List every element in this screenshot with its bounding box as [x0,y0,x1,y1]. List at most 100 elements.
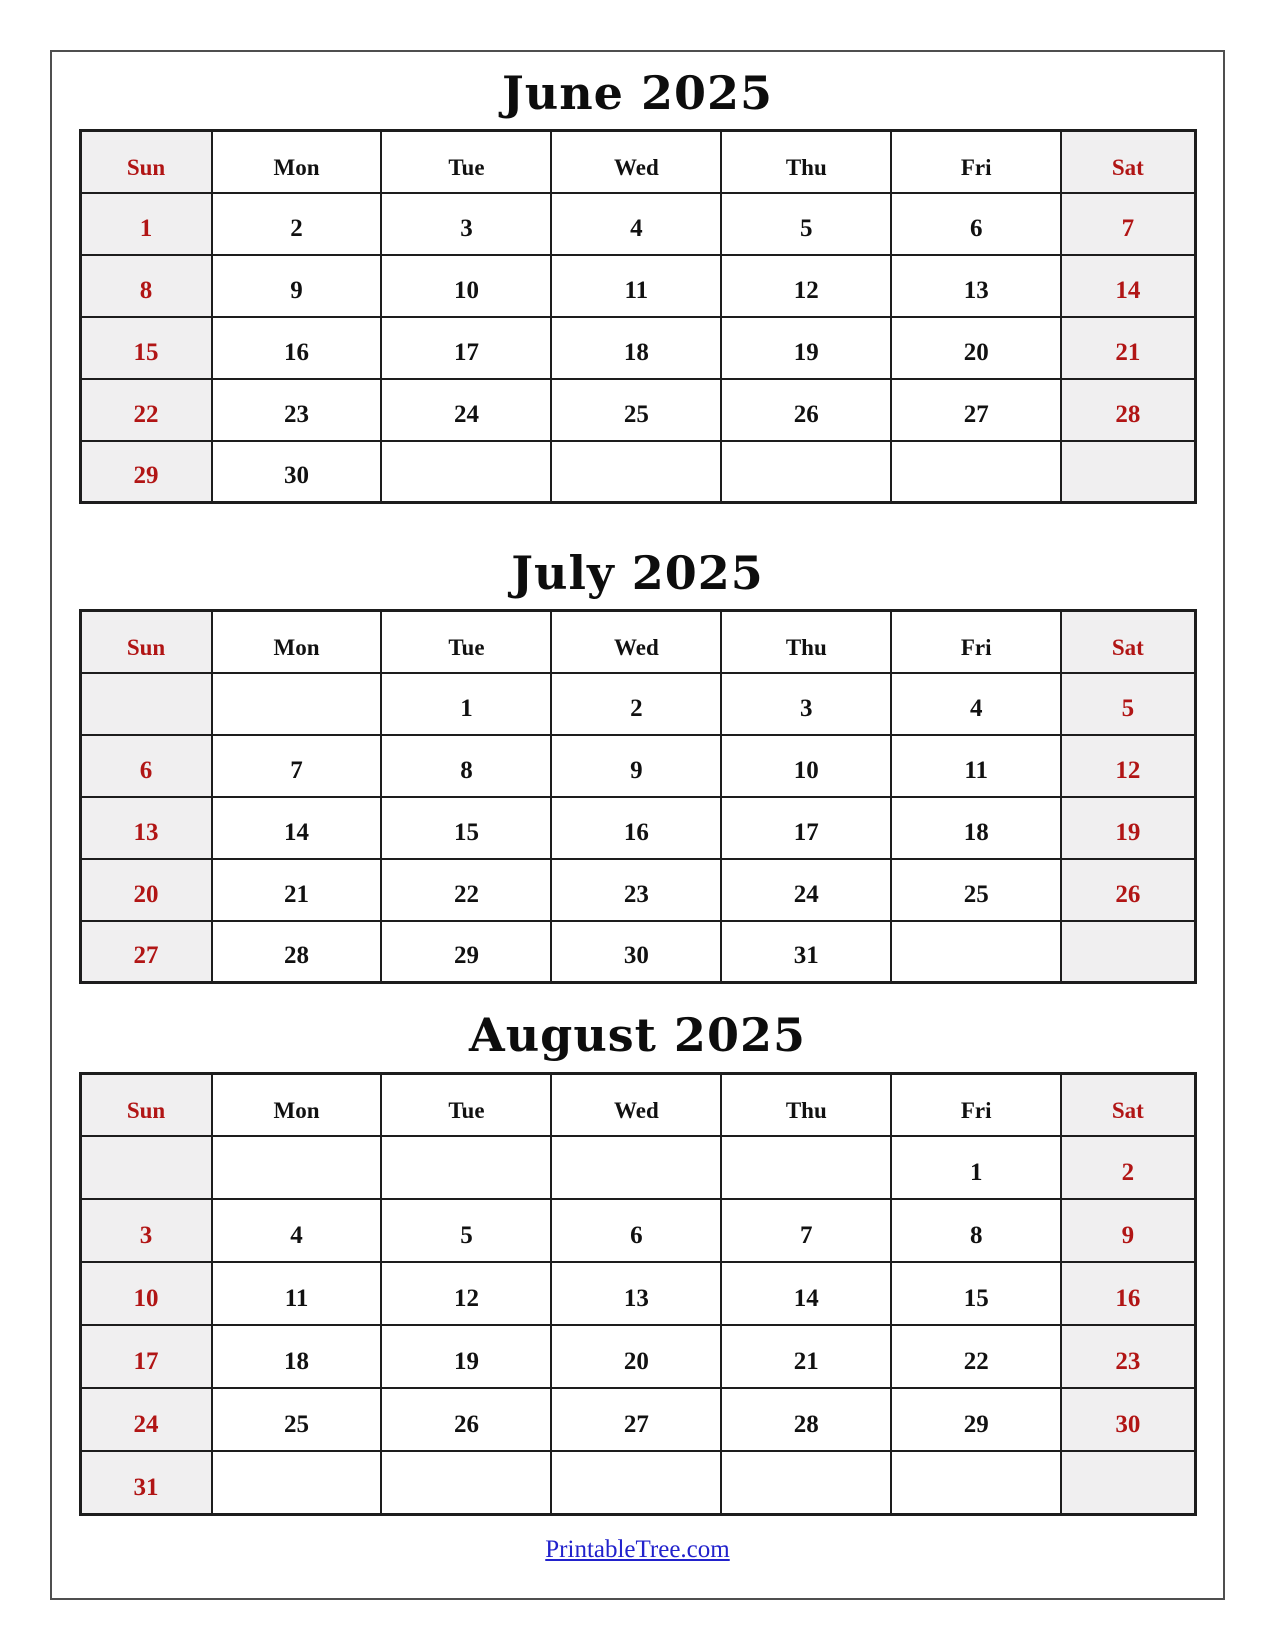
week-row: 27 28 29 30 31 [79,919,1196,984]
day-cell-empty [720,1450,893,1516]
day-cell-18: 18 [550,315,723,380]
day-cell-26: 26 [1060,857,1196,922]
day-cell-1: 1 [890,1135,1063,1201]
day-cell-empty [1060,919,1196,984]
calendar-table-july: Sun Mon Tue Wed Thu Fri Sat 1 2 3 4 5 6 7 8 9 10 11 12 13 14… [78,609,1197,985]
day-header-thu: Thu [720,1072,893,1138]
month-title-august: August 2025 [469,1008,806,1063]
day-header-mon: Mon [210,609,383,674]
day-header-row: Sun Mon Tue Wed Thu Fri Sat [79,1072,1196,1138]
day-cell-24: 24 [79,1387,213,1453]
day-cell-14: 14 [210,795,383,860]
day-cell-9: 9 [550,733,723,798]
day-cell-21: 21 [210,857,383,922]
day-cell-3: 3 [79,1198,213,1264]
day-cell-28: 28 [720,1387,893,1453]
day-header-sun: Sun [79,609,213,674]
day-cell-16: 16 [210,315,383,380]
day-cell-15: 15 [890,1261,1063,1327]
day-cell-7: 7 [1060,191,1196,256]
day-cell-11: 11 [550,253,723,318]
day-cell-28: 28 [1060,377,1196,442]
day-cell-15: 15 [380,795,553,860]
day-cell-3: 3 [720,671,893,736]
day-cell-13: 13 [79,795,213,860]
day-cell-25: 25 [890,857,1063,922]
day-cell-17: 17 [380,315,553,380]
footer-link[interactable]: PrintableTree.com [545,1535,730,1563]
day-header-thu: Thu [720,609,893,674]
day-header-fri: Fri [890,609,1063,674]
day-header-sat: Sat [1060,129,1196,194]
day-cell-23: 23 [210,377,383,442]
day-cell-23: 23 [550,857,723,922]
day-cell-27: 27 [890,377,1063,442]
day-cell-12: 12 [380,1261,553,1327]
day-cell-6: 6 [550,1198,723,1264]
day-cell-2: 2 [210,191,383,256]
week-row: 29 30 [79,439,1196,504]
month-section-july: July 2025 Sun Mon Tue Wed Thu Fri Sat 1 2 3 4 5 6 7 8 9… [52,504,1223,985]
day-cell-15: 15 [79,315,213,380]
day-cell-25: 25 [550,377,723,442]
day-header-sun: Sun [79,129,213,194]
day-cell-empty [210,671,383,736]
day-header-tue: Tue [380,609,553,674]
day-cell-22: 22 [890,1324,1063,1390]
day-cell-empty [890,1450,1063,1516]
day-cell-1: 1 [380,671,553,736]
day-cell-empty [550,439,723,504]
day-cell-16: 16 [1060,1261,1196,1327]
day-cell-empty [1060,439,1196,504]
day-cell-13: 13 [550,1261,723,1327]
day-cell-1: 1 [79,191,213,256]
day-cell-22: 22 [79,377,213,442]
day-cell-20: 20 [79,857,213,922]
day-cell-27: 27 [79,919,213,984]
week-row: 24 25 26 27 28 29 30 [79,1387,1196,1453]
day-cell-10: 10 [380,253,553,318]
day-header-wed: Wed [550,129,723,194]
day-header-wed: Wed [550,1072,723,1138]
day-cell-17: 17 [79,1324,213,1390]
day-header-row: Sun Mon Tue Wed Thu Fri Sat [79,609,1196,674]
day-header-wed: Wed [550,609,723,674]
week-row: 6 7 8 9 10 11 12 [79,733,1196,798]
day-cell-empty [720,439,893,504]
day-cell-empty [380,1450,553,1516]
day-cell-empty [890,439,1063,504]
week-row: 13 14 15 16 17 18 19 [79,795,1196,860]
day-cell-6: 6 [79,733,213,798]
day-header-row: Sun Mon Tue Wed Thu Fri Sat [79,129,1196,194]
day-cell-30: 30 [550,919,723,984]
day-header-sat: Sat [1060,1072,1196,1138]
day-cell-empty [79,1135,213,1201]
day-cell-18: 18 [890,795,1063,860]
day-cell-26: 26 [380,1387,553,1453]
day-cell-13: 13 [890,253,1063,318]
day-cell-26: 26 [720,377,893,442]
page-border-frame: June 2025 Sun Mon Tue Wed Thu Fri Sat 1 2 3 4 5 6 7 8 9… [50,50,1225,1600]
day-cell-25: 25 [210,1387,383,1453]
day-cell-30: 30 [210,439,383,504]
day-cell-10: 10 [79,1261,213,1327]
day-cell-empty [210,1450,383,1516]
day-cell-8: 8 [380,733,553,798]
day-cell-19: 19 [380,1324,553,1390]
week-row: 22 23 24 25 26 27 28 [79,377,1196,442]
day-cell-5: 5 [720,191,893,256]
day-cell-empty [550,1450,723,1516]
day-cell-3: 3 [380,191,553,256]
week-row: 20 21 22 23 24 25 26 [79,857,1196,922]
day-header-sun: Sun [79,1072,213,1138]
day-cell-21: 21 [720,1324,893,1390]
day-header-mon: Mon [210,129,383,194]
day-cell-empty [720,1135,893,1201]
day-cell-28: 28 [210,919,383,984]
day-cell-29: 29 [890,1387,1063,1453]
